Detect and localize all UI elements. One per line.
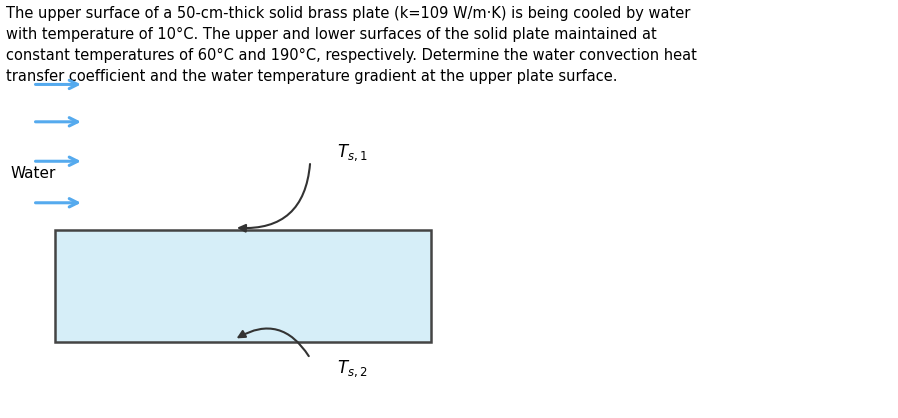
Bar <box>55 230 431 342</box>
Text: $T_{s,1}$: $T_{s,1}$ <box>337 143 367 163</box>
Text: $T_{s,2}$: $T_{s,2}$ <box>337 359 367 379</box>
Text: Water: Water <box>11 166 56 181</box>
Text: The upper surface of a 50-cm-thick solid brass plate (k=109 W/m·K) is being cool: The upper surface of a 50-cm-thick solid… <box>6 5 697 84</box>
